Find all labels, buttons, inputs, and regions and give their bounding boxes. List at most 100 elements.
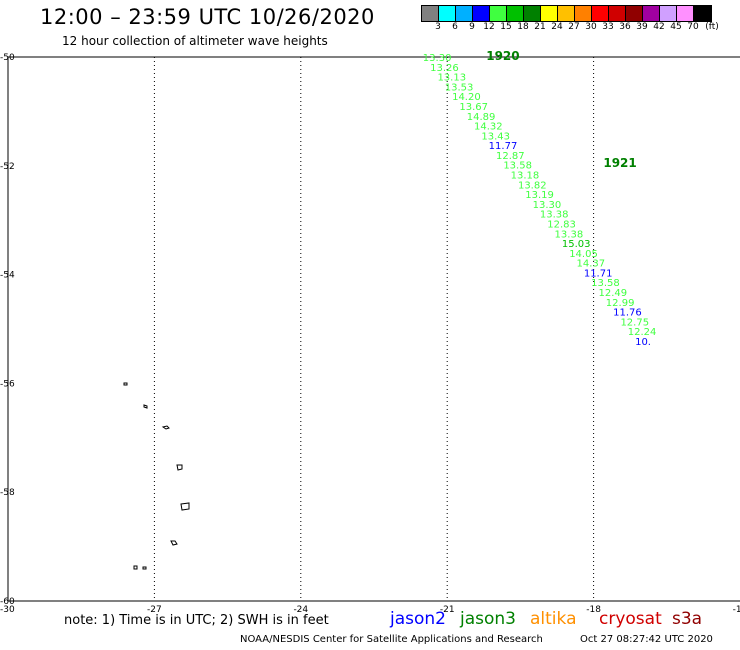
wave-height-value: 15.03 [562,239,591,250]
island-outline [176,464,183,471]
legend-label: 12 [483,22,495,32]
wave-height-value: 13.30 [533,200,562,211]
wave-height-value: 12.24 [628,327,657,338]
legend-swatch-15 [490,6,507,21]
south-sandwich-islands [123,382,190,570]
legend-swatch-18 [507,6,524,21]
legend-swatch-21 [524,6,541,21]
lat-tick-label: -52 [0,162,15,172]
wave-height-value: 13.67 [459,102,488,113]
wave-height-value: 13.82 [518,180,547,191]
lon-corner-label: -30 [0,605,15,615]
wave-height-value: 13.38 [540,210,569,221]
wave-height-value: 14.89 [467,112,496,123]
wave-height-value: 10. [635,337,651,348]
legend-label: 39 [636,22,648,32]
satellite-label-jason3: jason3 [460,609,516,629]
island-outline [161,425,170,430]
wave-height-value: 13.26 [430,63,459,74]
wave-height-value: 11.76 [613,308,642,319]
graticule [153,57,595,601]
wave-height-value: 13.19 [525,190,554,201]
satellite-label-s3a: s3a [672,609,703,629]
legend-label: 21 [534,22,546,32]
island-outline [142,566,147,570]
axis-labels: -27 -24 -21 -18 -15 -50 -52 -54 -56 -58 -60-30 [0,53,740,615]
legend-label: 30 [585,22,597,32]
island-outline [123,382,128,386]
satellite-label-jason2: jason2 [390,609,446,629]
legend-swatch-9 [456,6,473,21]
legend-swatch-max [694,6,711,21]
lon-tick-label: -21 [440,605,455,615]
legend-label: 24 [551,22,563,32]
lat-tick-label: -60 [0,597,15,607]
wave-height-observations: 13.3013.2613.1313.5314.2013.6714.8914.32… [423,49,657,348]
legend-label: 45 [670,22,682,32]
satellite-label-cryosat: cryosat [599,609,662,629]
legend-swatch-70 [677,6,694,21]
wave-height-value: 13.43 [481,131,510,142]
legend-swatch-33 [592,6,609,21]
map-subtitle: 12 hour collection of altimeter wave hei… [62,34,328,48]
legend-label: 6 [452,22,458,32]
lon-tick-label: -27 [147,605,162,615]
island-outline [180,502,190,511]
legend-label: 3 [435,22,441,32]
legend-swatch-6 [439,6,456,21]
wave-height-value: 13.18 [511,171,540,182]
legend-label: 70 [687,22,699,32]
island-outline [170,540,178,546]
legend-label: (ft) [705,22,719,32]
units-note: note: 1) Time is in UTC; 2) SWH is in fe… [64,613,329,628]
satellite-label-altika: altika [530,609,577,629]
legend-swatch-27 [558,6,575,21]
wave-height-value: 13.30 [423,53,452,64]
wave-height-value: 12.83 [547,219,576,230]
wave-height-value: 11.77 [489,141,518,152]
lon-tick-label: -24 [293,605,308,615]
island-outline [143,404,148,409]
wave-height-value: 13.53 [445,82,474,93]
legend-label: 18 [517,22,529,32]
generated-timestamp: Oct 27 08:27:42 UTC 2020 [580,634,713,645]
wave-height-value: 12.75 [620,317,649,328]
credit-line: NOAA/NESDIS Center for Satellite Applica… [240,634,543,645]
legend-swatch-3 [422,6,439,21]
wave-height-value: 11.71 [584,268,613,279]
lat-tick-label: -54 [0,271,15,281]
legend-label: 27 [568,22,580,32]
legend-label: 42 [653,22,665,32]
wave-height-value: 13.58 [503,161,532,172]
lon-tick-label: -18 [586,605,601,615]
pass-time-label: 1921 [603,156,636,170]
legend-label: 33 [602,22,614,32]
legend-label: 15 [500,22,512,32]
lat-tick-label: -58 [0,488,15,498]
wave-height-value: 12.49 [598,288,627,299]
wave-height-value: 12.99 [606,298,635,309]
legend-swatch-42 [643,6,660,21]
lat-tick-label: -50 [0,53,15,63]
wave-height-value: 13.38 [555,229,584,240]
legend-swatch-39 [626,6,643,21]
island-outline [133,565,138,570]
wave-height-value: 14.32 [474,122,503,133]
wave-height-value: 13.58 [591,278,620,289]
legend-swatch-12 [473,6,490,21]
wave-height-value: 12.87 [496,151,525,162]
wave-height-value: 13.13 [437,73,466,84]
legend-swatch-30 [575,6,592,21]
wave-height-value: 14.05 [569,249,598,260]
wave-height-value: 14.37 [577,259,606,270]
legend-label: 36 [619,22,631,32]
wave-height-color-legend [421,5,712,22]
legend-swatch-36 [609,6,626,21]
legend-label: 9 [469,22,475,32]
legend-swatch-24 [541,6,558,21]
pass-time-label: 1920 [486,49,519,63]
legend-swatch-45 [660,6,677,21]
lat-tick-label: -56 [0,379,15,389]
lon-tick-label: -15 [733,605,740,615]
